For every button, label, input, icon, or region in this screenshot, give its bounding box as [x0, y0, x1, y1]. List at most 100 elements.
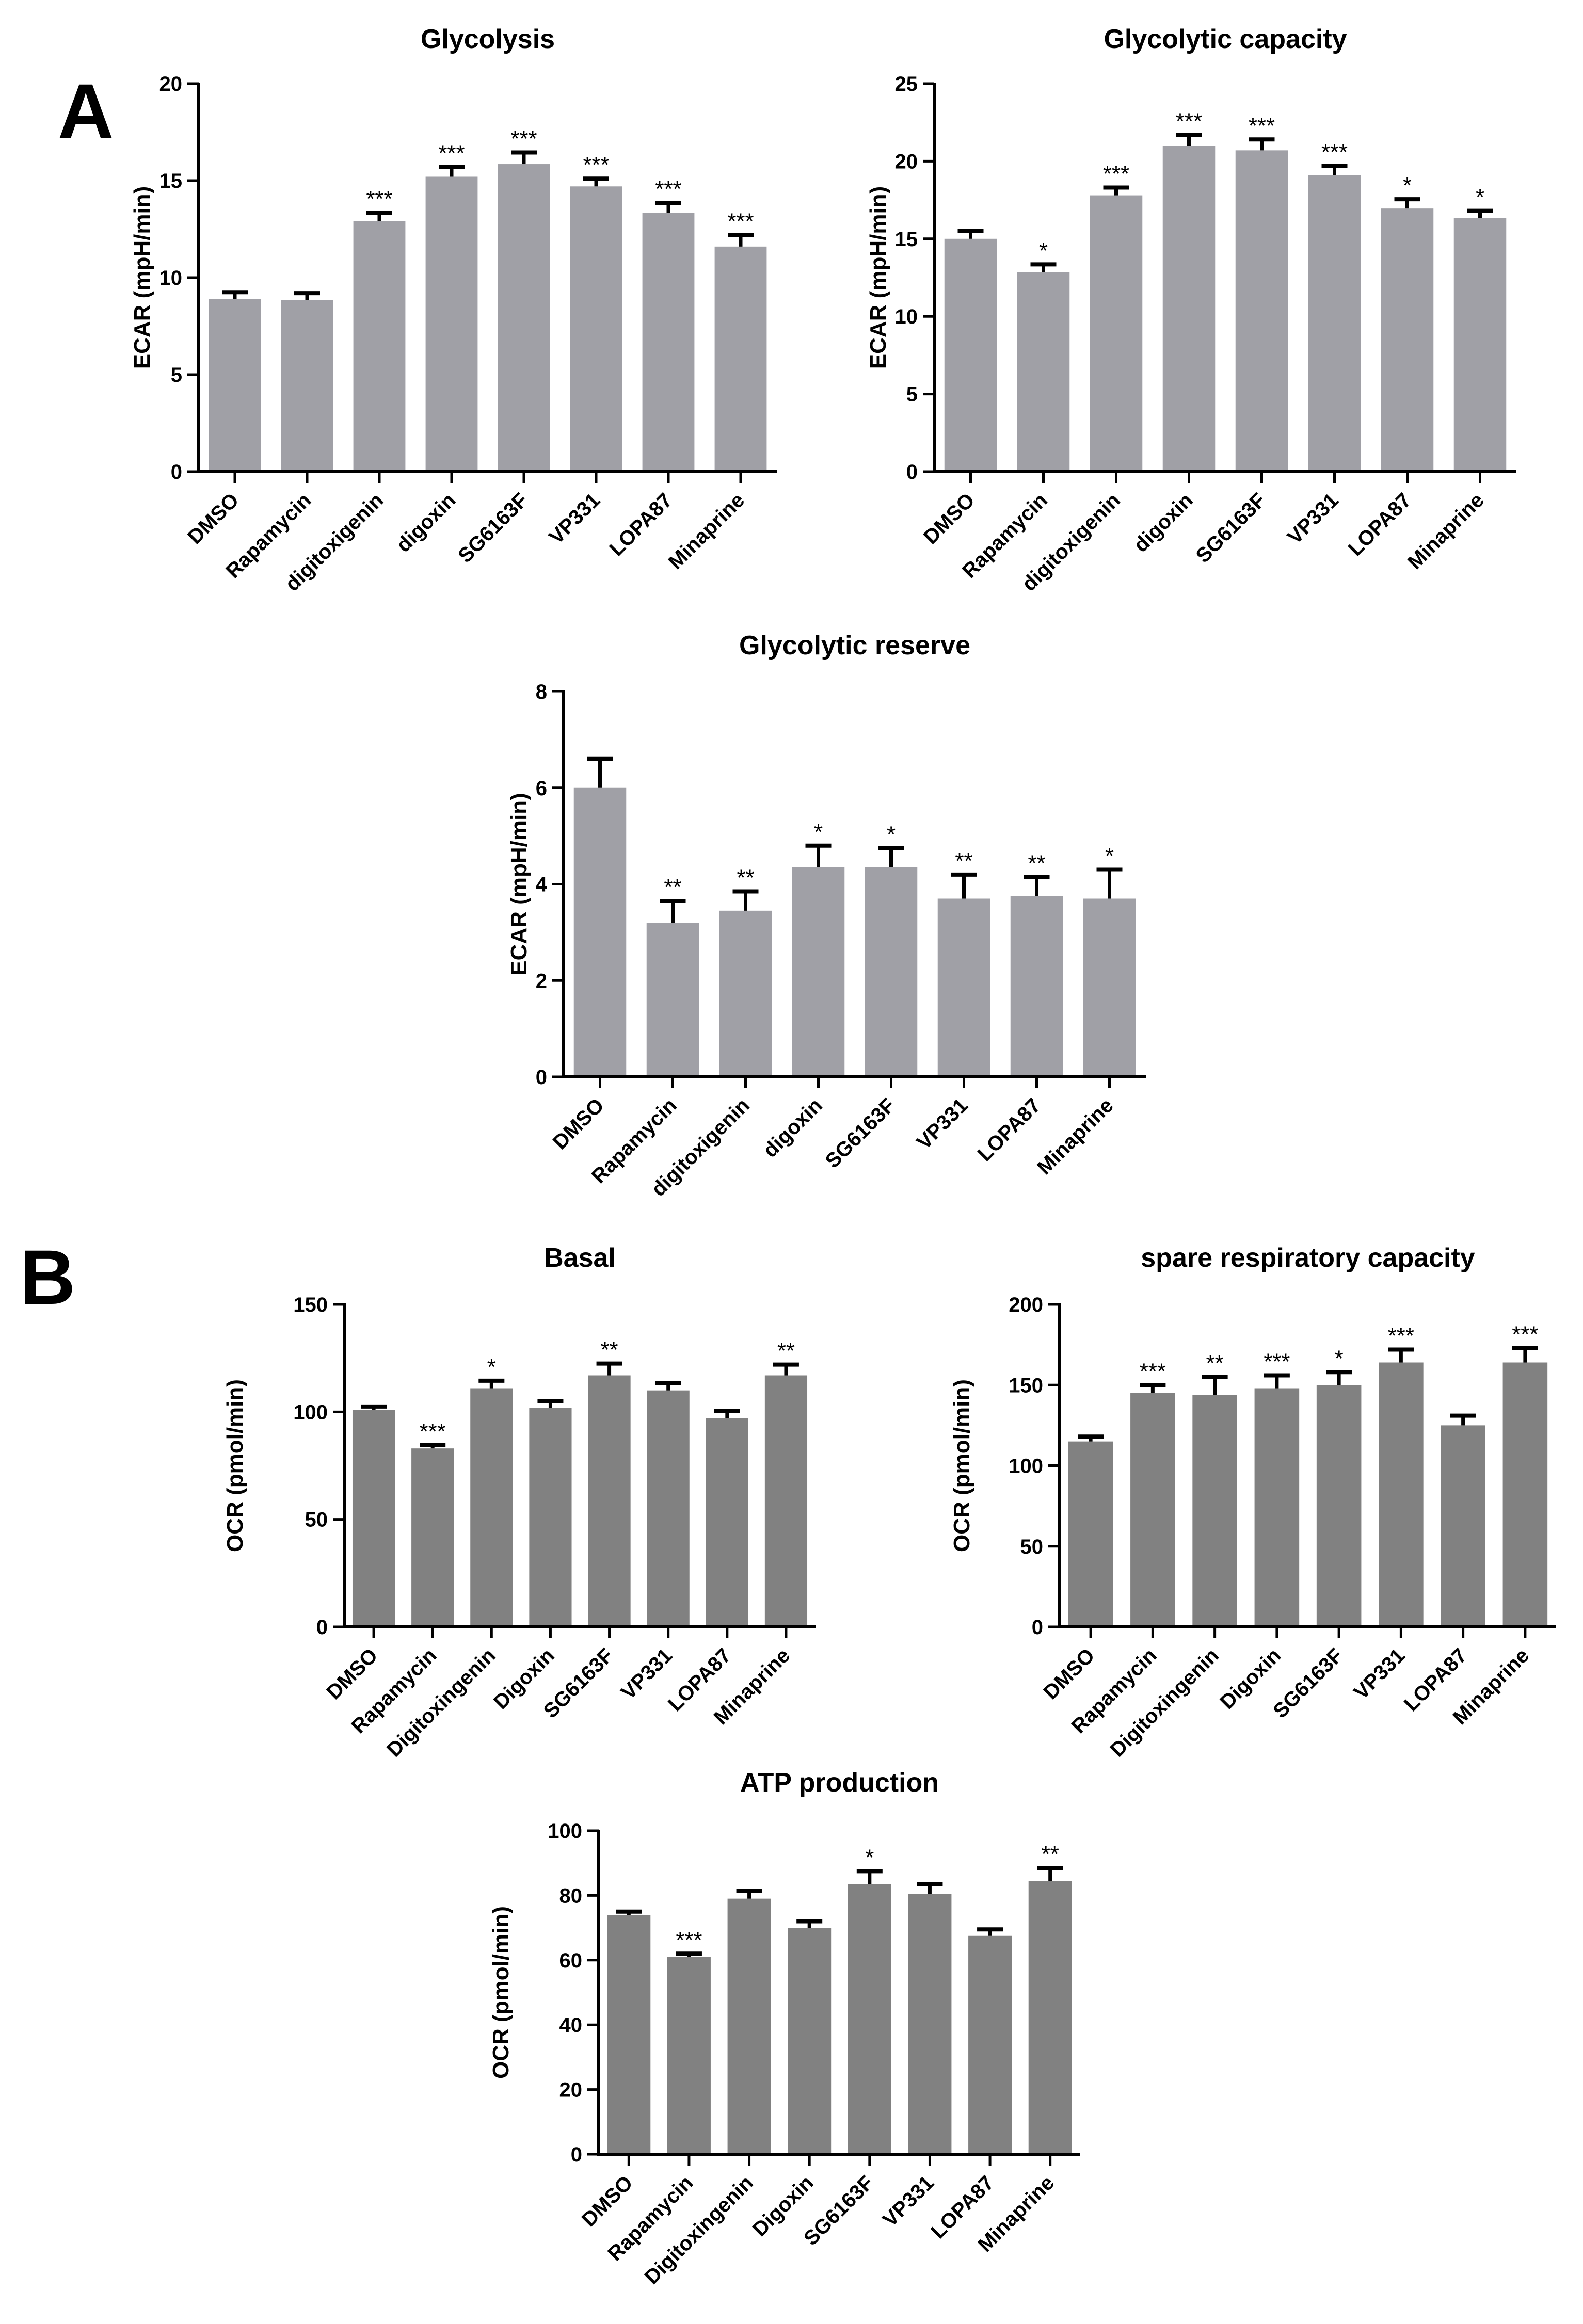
y-tick-label: 0	[536, 1066, 547, 1089]
significance-label: ***	[1176, 108, 1202, 134]
y-tick-label: 6	[536, 777, 547, 800]
y-axis-label: ECAR (mpH/min)	[130, 186, 155, 369]
y-tick-label: 50	[305, 1509, 328, 1531]
bar-sg6163f	[865, 867, 918, 1077]
x-tick-label: digoxin	[392, 489, 460, 557]
bar-lopa87	[1010, 896, 1063, 1077]
y-tick-label: 0	[906, 461, 918, 483]
significance-label: ***	[583, 152, 609, 177]
significance-label: ***	[727, 208, 754, 234]
y-axis-label: ECAR (mpH/min)	[506, 793, 532, 975]
x-tick-label: DMSO	[183, 489, 243, 548]
bar-vp331	[1308, 175, 1361, 472]
bar-minaprine	[1502, 1362, 1548, 1627]
bar-rapamycin	[1130, 1393, 1175, 1627]
significance-label: *	[1335, 1346, 1344, 1371]
bar-digoxin	[529, 1408, 572, 1627]
bar-digitoxingenin	[470, 1388, 513, 1627]
bar-dmso	[944, 238, 997, 472]
bar-dmso	[573, 787, 627, 1077]
bar-lopa87	[1441, 1425, 1485, 1627]
chart-5: spare respiratory capacity OCR (pmol/min)…	[949, 1243, 1556, 1762]
x-tick-label: Digitoxingenin	[640, 2171, 758, 2289]
y-tick-label: 20	[895, 150, 918, 173]
significance-label: **	[737, 865, 754, 891]
significance-label: ***	[438, 141, 465, 166]
bar-lopa87	[968, 1935, 1012, 2154]
bar-rapamycin	[646, 923, 699, 1077]
y-tick-label: 25	[895, 73, 918, 95]
significance-label: *	[1039, 238, 1048, 263]
significance-label: ***	[366, 186, 392, 212]
x-tick-label: SG6163F	[821, 1094, 900, 1172]
y-axis-label: OCR (pmol/min)	[222, 1379, 248, 1552]
chart-title: ATP production	[740, 1768, 939, 1798]
x-tick-label: VP331	[1350, 1644, 1410, 1704]
y-tick-label: 5	[171, 364, 182, 386]
y-axis-label: OCR (pmol/min)	[488, 1906, 514, 2079]
bar-minaprine	[1083, 898, 1136, 1077]
x-tick-label: LOPA87	[973, 1094, 1045, 1166]
y-tick-label: 15	[895, 228, 918, 251]
y-tick-label: 0	[571, 2143, 582, 2166]
chart-title: Glycolysis	[421, 24, 555, 54]
significance-label: ***	[1103, 162, 1129, 187]
bar-minaprine	[1028, 1881, 1072, 2154]
significance-label: **	[1042, 1842, 1059, 1867]
bar-vp331	[1379, 1362, 1424, 1627]
bar-vp331	[570, 186, 622, 472]
y-tick-label: 40	[559, 2014, 583, 2037]
x-tick-label: VP331	[1283, 489, 1343, 548]
y-tick-label: 100	[548, 1820, 582, 1843]
chart-title: Glycolytic reserve	[739, 631, 970, 660]
bar-sg6163f	[498, 164, 550, 472]
bar-dmso	[352, 1410, 395, 1627]
significance-label: *	[487, 1354, 496, 1380]
significance-label: ***	[1140, 1359, 1166, 1384]
panel-letter-b: B	[20, 1234, 76, 1320]
y-tick-label: 60	[559, 1949, 583, 1972]
significance-label: ***	[1264, 1349, 1290, 1375]
bar-rapamycin	[281, 300, 333, 472]
x-tick-label: LOPA87	[605, 489, 677, 560]
x-tick-label: Digitoxingenin	[382, 1644, 500, 1762]
significance-label: *	[1476, 185, 1484, 210]
y-tick-label: 0	[171, 461, 182, 483]
significance-label: **	[777, 1338, 795, 1364]
significance-label: **	[664, 875, 681, 900]
bar-digoxin	[1254, 1388, 1300, 1627]
significance-label: ***	[1321, 139, 1348, 165]
x-tick-label: Minaprine	[664, 489, 749, 574]
bar-digitoxingenin	[1192, 1395, 1237, 1627]
panel-letter-a: A	[58, 68, 114, 154]
x-tick-label: digoxin	[1129, 489, 1197, 557]
y-tick-label: 100	[293, 1401, 328, 1424]
y-tick-label: 4	[536, 874, 548, 896]
bar-lopa87	[706, 1418, 748, 1627]
y-tick-label: 10	[895, 305, 918, 328]
significance-label: *	[865, 1845, 874, 1870]
x-tick-label: SG6163F	[454, 489, 532, 567]
y-tick-label: 15	[159, 170, 183, 192]
x-tick-label: DMSO	[322, 1644, 382, 1704]
significance-label: ***	[1249, 113, 1275, 138]
bar-digoxin	[1162, 146, 1216, 472]
x-tick-label: VP331	[913, 1094, 972, 1154]
x-tick-label: DMSO	[919, 489, 979, 548]
bar-rapamycin	[1017, 272, 1070, 472]
y-tick-label: 80	[559, 1884, 583, 1907]
significance-label: *	[814, 819, 823, 845]
bar-vp331	[647, 1390, 690, 1627]
significance-label: *	[1403, 173, 1412, 198]
chart-title: spare respiratory capacity	[1141, 1243, 1475, 1273]
x-tick-label: DMSO	[578, 2171, 637, 2231]
bar-sg6163f	[848, 1884, 891, 2154]
significance-label: *	[1105, 843, 1114, 868]
y-tick-label: 20	[159, 73, 183, 95]
y-tick-label: 0	[1032, 1616, 1043, 1639]
